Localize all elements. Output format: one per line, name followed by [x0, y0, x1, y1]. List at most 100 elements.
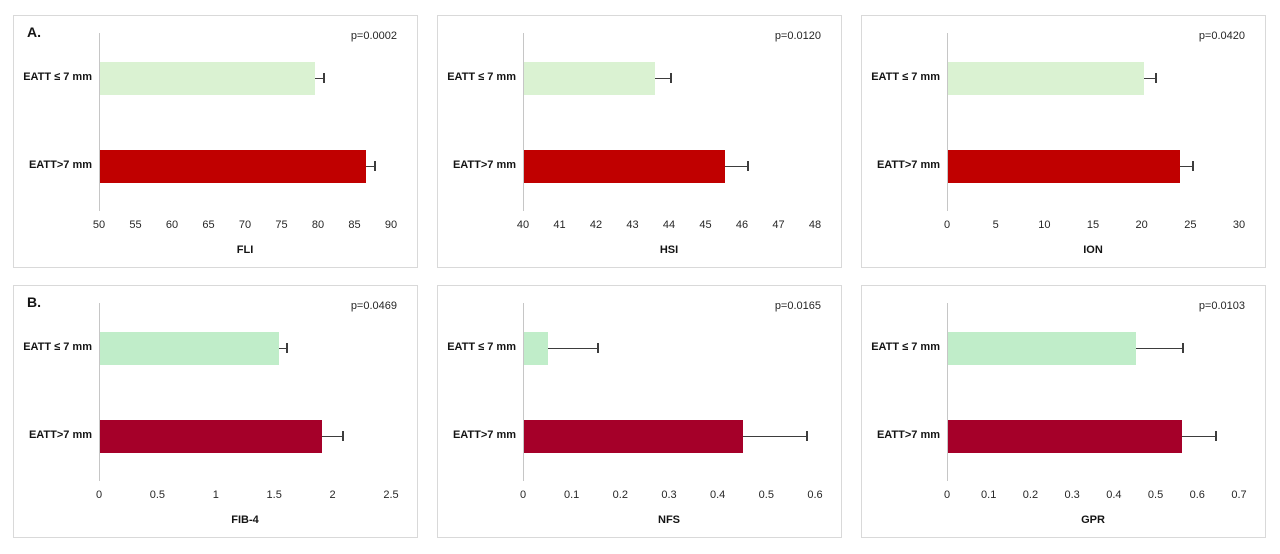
x-axis-tick-label: 30 [1232, 219, 1246, 231]
x-axis-tick-label: 44 [662, 219, 676, 231]
bar-eatt-le-7mm [948, 331, 1136, 365]
x-axis-tick-label: 0.1 [564, 489, 580, 501]
x-axis-tick-label: 47 [772, 219, 785, 231]
p-value-label: p=0.0002 [350, 30, 397, 42]
plot-area [99, 303, 391, 481]
error-bar-line [278, 348, 286, 349]
plot-area [523, 303, 815, 481]
bar-eatt-gt-7mm [524, 149, 725, 183]
error-bar-cap [597, 343, 599, 353]
error-bar-cap [373, 161, 376, 171]
p-value-label: p=0.0103 [1198, 300, 1245, 312]
x-axis-tick-label: 15 [1086, 219, 1100, 231]
x-axis-tick-label: 85 [348, 219, 361, 231]
bar-eatt-le-7mm [100, 61, 316, 95]
category-label-eatt-le-7mm: EATT ≤ 7 mm [871, 341, 940, 353]
x-axis-tick-label: 0.2 [612, 489, 628, 501]
x-axis-tick-label: 0.6 [807, 489, 823, 501]
x-axis-tick-label: 50 [92, 219, 106, 231]
chart-panel: p=0.0420 ION EATT ≤ 7 mm EATT>7 mm 0 5 10 15 2… [861, 15, 1266, 268]
category-label-eatt-gt-7mm: EATT>7 mm [876, 429, 940, 441]
figure-row-b: B. p=0.0469 FIB-4 EATT ≤ 7 mm EATT>7 mm 0 0… [13, 285, 1267, 538]
x-axis-tick-label: 0.1 [981, 489, 997, 501]
x-axis-tick-label: 80 [311, 219, 325, 231]
error-bar-cap [1181, 343, 1184, 353]
x-axis-tick-label: 0.6 [1189, 489, 1205, 501]
x-axis-tick-label: 0.3 [661, 489, 677, 501]
plot-area [947, 303, 1239, 481]
chart-panel: p=0.0103 GPR EATT ≤ 7 mm EATT>7 mm 0 0.1 0.2… [861, 285, 1266, 538]
x-axis-tick-label: 20 [1135, 219, 1148, 231]
x-axis-title: ION [1083, 244, 1103, 256]
category-label-eatt-gt-7mm: EATT>7 mm [876, 159, 940, 171]
x-axis-tick-label: 41 [553, 219, 566, 231]
y-axis-line [523, 303, 524, 481]
bar-eatt-le-7mm [100, 331, 279, 365]
x-axis-tick-label: 42 [589, 219, 603, 231]
error-bar-cap [322, 73, 325, 83]
y-axis-line [523, 33, 524, 211]
x-axis-tick-label: 40 [516, 219, 530, 231]
figure-row-a: A. p=0.0002 FLI EATT ≤ 7 mm EATT>7 mm 50 55… [13, 15, 1267, 268]
x-axis-tick-label: 45 [699, 219, 712, 231]
bar-eatt-gt-7mm [100, 149, 367, 183]
x-axis-tick-label: 10 [1038, 219, 1051, 231]
error-bar-line [366, 166, 374, 167]
p-value-label: p=0.0469 [350, 300, 397, 312]
bar-eatt-gt-7mm [948, 149, 1180, 183]
error-bar-line [321, 436, 342, 437]
x-axis-tick-label: 65 [202, 219, 215, 231]
error-bar-cap [670, 73, 672, 83]
bar-eatt-le-7mm [948, 61, 1144, 95]
x-axis-tick-label: 90 [384, 219, 398, 231]
x-axis-title: FLI [236, 244, 254, 256]
error-bar-cap [746, 161, 749, 171]
x-axis-tick-label: 0 [943, 489, 951, 501]
x-axis-tick-label: 5 [992, 219, 999, 231]
x-axis-tick-label: 0.5 [149, 489, 166, 501]
category-label-eatt-gt-7mm: EATT>7 mm [28, 159, 92, 171]
bar-eatt-le-7mm [524, 61, 656, 95]
p-value-label: p=0.0165 [774, 300, 821, 312]
x-axis-tick-label: 0.4 [1106, 489, 1122, 501]
y-axis-line [947, 303, 948, 481]
chart-panel: B. p=0.0469 FIB-4 EATT ≤ 7 mm EATT>7 mm 0 0… [13, 285, 418, 538]
section-label: A. [27, 24, 41, 40]
x-axis-tick-label: 0.7 [1231, 489, 1247, 501]
x-axis-tick-label: 0 [943, 219, 951, 231]
x-axis-title: GPR [1081, 514, 1105, 526]
x-axis-tick-label: 25 [1184, 219, 1197, 231]
bar-eatt-gt-7mm [100, 419, 322, 453]
x-axis-title: FIB-4 [231, 514, 259, 526]
x-axis-tick-label: 0.5 [1147, 489, 1164, 501]
y-axis-line [99, 303, 100, 481]
x-axis-tick-label: 1 [212, 489, 219, 501]
x-axis-tick-label: 0.5 [758, 489, 774, 501]
x-axis-tick-label: 0.3 [1064, 489, 1080, 501]
x-axis-tick-label: 2.5 [383, 489, 399, 501]
category-label-eatt-le-7mm: EATT ≤ 7 mm [447, 341, 516, 353]
section-label: B. [27, 294, 41, 310]
error-bar-cap [1192, 161, 1195, 171]
error-bar-cap [341, 431, 344, 441]
x-axis-tick-label: 43 [626, 219, 639, 231]
x-axis-tick-label: 0 [519, 489, 527, 501]
plot-area [523, 33, 815, 211]
error-bar-line [1135, 348, 1182, 349]
category-label-eatt-le-7mm: EATT ≤ 7 mm [447, 71, 516, 83]
error-bar-cap [285, 343, 288, 353]
error-bar-cap [1214, 431, 1217, 441]
category-label-eatt-le-7mm: EATT ≤ 7 mm [23, 341, 92, 353]
error-bar-line [1143, 78, 1156, 79]
error-bar-cap [806, 431, 809, 441]
error-bar-line [724, 166, 747, 167]
error-bar-line [315, 78, 323, 79]
error-bar-line [1181, 436, 1215, 437]
category-label-eatt-gt-7mm: EATT>7 mm [28, 429, 92, 441]
error-bar-line [548, 348, 597, 349]
x-axis-tick-label: 1.5 [266, 489, 282, 501]
bar-eatt-gt-7mm [948, 419, 1182, 453]
error-bar-line [1179, 166, 1193, 167]
y-axis-line [947, 33, 948, 211]
